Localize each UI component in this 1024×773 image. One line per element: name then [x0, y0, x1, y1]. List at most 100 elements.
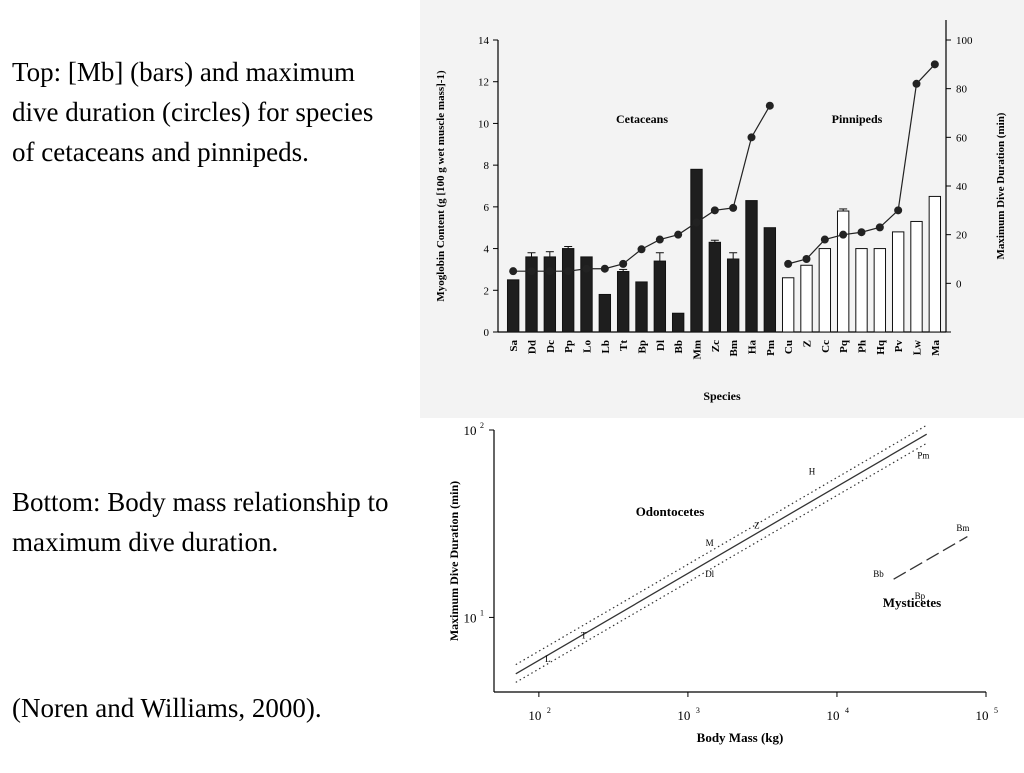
y-tick-label-left: 10 — [478, 118, 490, 130]
bar — [561, 248, 575, 333]
bar — [873, 248, 887, 333]
y-tick-label-left: 12 — [478, 77, 489, 89]
scatter-point-label: Bm — [956, 523, 969, 533]
x-tick-label: Ha — [747, 340, 759, 355]
dive-duration-point — [802, 255, 811, 263]
dive-duration-point — [875, 223, 884, 232]
bar — [635, 281, 648, 333]
x-tick-label-exp: 2 — [547, 706, 551, 715]
y-tick-label-base: 10 — [464, 423, 477, 438]
y-tick-label-right: 20 — [956, 230, 968, 242]
x-tick-label: Ma — [930, 340, 942, 356]
x-tick-label: Z — [802, 340, 814, 347]
y-tick-label-right: 100 — [956, 35, 973, 47]
x-tick-label-base: 10 — [976, 708, 989, 723]
y-tick-label-right: 0 — [956, 278, 962, 290]
bar — [708, 241, 722, 333]
y-tick-label-exp: 2 — [480, 421, 484, 430]
x-tick-label: Mm — [692, 340, 704, 360]
bar — [506, 279, 520, 333]
x-tick-label-base: 10 — [528, 708, 541, 723]
bar — [580, 256, 593, 333]
bar — [745, 200, 758, 333]
dive-duration-point — [509, 267, 518, 276]
scatter-point-label: M — [706, 538, 714, 548]
x-tick-label: Hq — [875, 339, 887, 355]
dive-duration-point — [857, 228, 866, 237]
x-tick-label-base: 10 — [826, 708, 839, 723]
y-axis-label-left: Myoglobin Content (g [100 g wet muscle m… — [435, 70, 447, 302]
dive-duration-point — [674, 230, 683, 239]
x-tick-label: Tt — [618, 340, 630, 351]
x-tick-label: Bp — [637, 340, 649, 353]
dive-duration-point — [582, 264, 591, 273]
x-tick-label: Cu — [783, 340, 795, 354]
dive-duration-point — [839, 230, 848, 239]
bar — [653, 260, 667, 333]
group-label-mysticetes: Mysticetes — [883, 595, 941, 610]
dive-duration-point — [729, 203, 738, 212]
bar — [818, 248, 832, 333]
bar — [855, 248, 868, 333]
x-axis-label: Body Mass (kg) — [697, 730, 784, 745]
dive-duration-point — [747, 133, 756, 142]
x-axis-label: Species — [703, 389, 741, 403]
dive-duration-point — [637, 245, 646, 254]
y-tick-label-left: 0 — [484, 327, 490, 339]
dive-duration-point — [692, 218, 701, 227]
bar — [800, 264, 813, 333]
dive-duration-point — [619, 259, 628, 268]
dive-duration-point — [930, 60, 939, 69]
y-axis-label: Maximum Dive Duration (min) — [447, 481, 461, 641]
caption-bottom: Bottom: Body mass relationship to maximu… — [12, 487, 389, 557]
bar — [690, 168, 703, 333]
x-tick-label: Cc — [820, 340, 832, 353]
x-tick-label: Lo — [582, 340, 594, 353]
dive-duration-point — [655, 235, 664, 244]
dive-duration-point — [545, 267, 554, 276]
x-tick-label: Pp — [563, 340, 575, 353]
x-tick-label: Dc — [545, 340, 557, 353]
x-tick-label: Ph — [857, 340, 869, 353]
mysticete-fit-line — [893, 536, 968, 580]
scatter-point-label: Z — [754, 520, 760, 530]
group-label-pinnipeds: Pinnipeds — [832, 112, 883, 126]
dive-duration-point — [820, 235, 829, 244]
bar — [671, 312, 685, 333]
x-tick-label-exp: 4 — [845, 706, 849, 715]
bar — [781, 277, 795, 333]
y-tick-label-right: 40 — [956, 181, 968, 193]
bar — [928, 195, 942, 333]
x-tick-label: Pm — [765, 340, 777, 356]
y-tick-label-right: 80 — [956, 84, 968, 96]
x-tick-label: Lw — [912, 340, 924, 355]
y-tick-label-left: 6 — [484, 202, 490, 214]
scatter-point-label: L — [545, 654, 551, 664]
y-tick-label-left: 2 — [484, 285, 490, 297]
group-label-odontocetes: Odontocetes — [636, 504, 705, 519]
y-axis-label-right: Maximum Dive Duration (min) — [995, 112, 1007, 259]
dive-duration-point — [912, 79, 921, 88]
x-tick-label: Dl — [655, 340, 667, 351]
dive-duration-point — [784, 259, 793, 268]
y-tick-label-left: 14 — [478, 35, 490, 47]
caption-reference: (Noren and Williams, 2000). — [12, 693, 322, 723]
scatter-point-label: Bb — [873, 569, 884, 579]
bar — [598, 293, 612, 333]
dive-duration-point — [527, 267, 536, 276]
dive-duration-point — [564, 267, 573, 276]
x-tick-label: Pq — [838, 339, 850, 353]
x-tick-label: Zc — [710, 340, 722, 352]
y-tick-label-left: 8 — [484, 160, 490, 172]
x-tick-label: Dd — [527, 340, 539, 354]
odontocete-fit-line — [515, 433, 928, 675]
y-tick-label-left: 4 — [484, 244, 490, 256]
x-tick-label: Sa — [508, 340, 520, 352]
body-mass-dive-chart: 10 2 10 3 10 4 10 5 10 1 10 2 H Pm Z M Dl T L Bb Bp Bm Odontoc… — [420, 420, 1024, 768]
x-tick-label: Bm — [728, 340, 740, 357]
confidence-lower-line — [515, 442, 927, 683]
x-tick-label-exp: 5 — [994, 706, 998, 715]
scatter-point-label: H — [809, 467, 816, 477]
dive-duration-point — [710, 206, 719, 215]
dive-duration-point — [894, 206, 903, 215]
